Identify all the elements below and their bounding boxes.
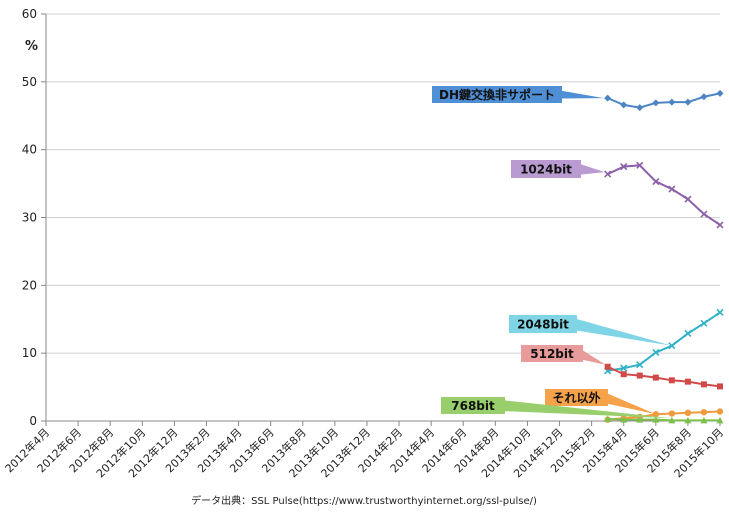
data-point [716,416,724,424]
y-tick-label: 40 [22,143,37,157]
data-source-note: データ出典：SSL Pulse(https://www.trustworthyi… [191,494,537,507]
callout-box [545,389,608,406]
y-tick-label: 20 [22,278,37,292]
series-callouts: DH鍵交換非サポート 1024bit 2048bit 512bit それ以外 768bit [432,86,672,419]
y-tick-label: 60 [22,7,37,21]
data-point [604,363,611,370]
data-point [684,98,692,106]
data-point [668,416,676,424]
callout-label: 1024bit [520,163,572,177]
data-point [716,89,724,97]
callout-label: それ以外 [552,390,600,405]
data-point [668,410,676,417]
callout-pointer [604,392,656,415]
data-point [636,372,643,379]
y-tick-labels: 0 10 20 30 40 50 60 [22,7,37,428]
callout-label: DH鍵交換非サポート [439,87,555,102]
callout-pointer [501,400,672,419]
data-point [700,381,707,388]
callout-label: 2048bit [517,318,569,332]
data-point [716,221,724,229]
callout-1024bit: 1024bit [511,160,605,178]
callout-pointer [560,90,604,99]
data-point [620,163,628,171]
data-point [620,371,627,378]
data-series [604,89,724,424]
data-point [620,364,628,372]
data-point [652,416,660,423]
callout-label: 512bit [530,347,574,361]
series-768bit [604,415,724,424]
y-tick-label: 30 [22,211,37,225]
callout-pointer [573,318,672,346]
data-point [716,308,724,317]
series-2048bit [604,308,724,375]
callout-それ以外: それ以外 [545,389,656,415]
data-point [636,161,644,169]
axes [41,13,721,426]
data-point [684,416,692,424]
data-point [684,409,692,417]
data-point [652,177,660,186]
callout-DH鍵交換非サポート: DH鍵交換非サポート [432,86,604,103]
data-point [684,195,692,203]
callout-box [511,160,581,178]
data-point [700,319,708,327]
callout-label: 768bit [451,399,495,413]
data-point [652,348,660,357]
data-point [668,342,676,350]
data-point [684,378,691,385]
data-point [717,383,723,390]
data-point [652,99,660,107]
callout-512bit: 512bit [521,345,606,365]
callout-box [432,86,562,103]
data-point [700,408,708,416]
data-point [668,98,676,106]
series-line [607,311,721,372]
data-point [604,94,612,102]
y-tick-label: 50 [22,75,37,89]
series-1024bit [604,161,724,229]
callout-box [509,315,577,333]
data-point [636,361,644,369]
x-tick-labels: 2012年4月2012年6月2012年8月2012年10月2012年12月201… [2,425,726,480]
data-point [700,416,708,424]
data-point [700,210,708,218]
data-point [620,101,628,109]
callout-pointer [577,163,605,175]
callout-pointer [579,348,606,365]
callout-2048bit: 2048bit [509,315,672,346]
data-point [668,377,675,384]
callout-768bit: 768bit [441,397,672,419]
data-point [636,416,644,423]
data-point [604,170,612,178]
callout-box [521,345,583,362]
data-point [668,185,676,193]
series-512bit [604,363,723,390]
data-point [716,408,724,415]
data-point [700,93,708,101]
series-line [607,417,720,422]
data-point [604,415,612,422]
y-axis-label: % [25,39,38,54]
y-tick-label: 0 [29,414,37,428]
data-point [620,416,628,423]
data-point [636,104,644,112]
gridlines [46,13,720,354]
callout-box [441,397,505,414]
series-DH鍵交換非サポート [604,89,724,112]
data-point [652,374,659,381]
y-tick-label: 10 [22,346,37,360]
data-point [684,329,692,338]
